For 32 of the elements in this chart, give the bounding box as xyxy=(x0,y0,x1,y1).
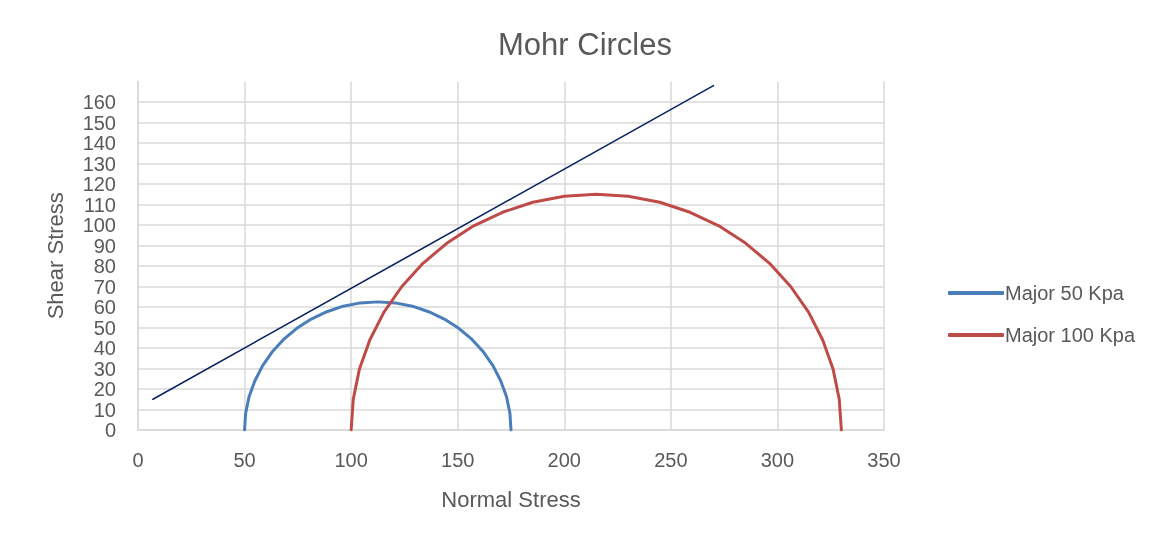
y-tick-label: 0 xyxy=(104,419,116,441)
legend-label: Major 50 Kpa xyxy=(1005,282,1125,304)
y-tick-label: 60 xyxy=(93,296,116,318)
x-axis-title: Normal Stress xyxy=(441,486,581,512)
y-tick-label: 90 xyxy=(93,234,116,257)
y-tick-label: 160 xyxy=(82,91,116,113)
y-tick-label: 110 xyxy=(84,193,116,216)
y-tick-label: 10 xyxy=(93,398,116,421)
x-tick-label: 200 xyxy=(547,449,581,471)
x-tick-label: 100 xyxy=(334,449,368,471)
y-tick-label: 20 xyxy=(93,378,116,400)
y-axis-title: Shear Stress xyxy=(42,192,68,320)
legend-label: Major 100 Kpa xyxy=(1005,324,1136,346)
y-tick-label: 140 xyxy=(82,132,116,154)
y-tick-label: 80 xyxy=(93,255,116,277)
y-tick-label: 40 xyxy=(93,337,116,359)
y-tick-label: 130 xyxy=(82,152,116,175)
x-tick-label: 50 xyxy=(233,449,256,471)
y-tick-label: 50 xyxy=(93,316,116,339)
x-tick-label: 0 xyxy=(132,449,144,471)
y-tick-label: 150 xyxy=(82,111,116,134)
line-series xyxy=(349,192,843,432)
x-tick-label: 350 xyxy=(867,449,901,471)
y-tick-label: 70 xyxy=(93,275,116,298)
y-tick-label: 100 xyxy=(82,214,116,236)
line-series xyxy=(243,300,513,432)
x-tick-label: 250 xyxy=(654,449,688,471)
y-tick-label: 120 xyxy=(82,173,116,195)
y-tick-label: 30 xyxy=(93,357,116,380)
chart-title: Mohr Circles xyxy=(498,27,672,62)
x-tick-label: 300 xyxy=(760,449,795,471)
x-tick-label: 150 xyxy=(441,449,475,471)
